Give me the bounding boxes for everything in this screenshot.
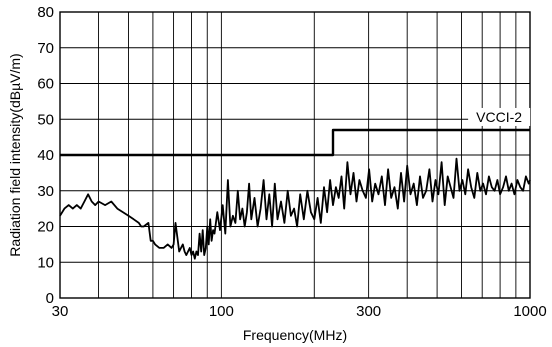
x-tick-label: 1000 xyxy=(513,303,546,320)
y-axis-label: Radiation field intensity(dBµV/m) xyxy=(7,53,23,256)
y-tick-label: 0 xyxy=(46,290,54,307)
series-line-vcci-2 xyxy=(60,128,530,157)
x-tick-label: 300 xyxy=(356,303,381,320)
y-tick-label: 40 xyxy=(37,147,54,164)
y-tick-label: 60 xyxy=(37,76,54,93)
y-tick-label: 30 xyxy=(37,183,54,200)
y-tick-label: 10 xyxy=(37,254,54,271)
x-tick-label: 30 xyxy=(52,303,69,320)
x-axis-label: Frequency(MHz) xyxy=(243,327,347,343)
tick-layer: 0 10 20 30 40 50 60 70 80 30 100 300 1000 VCCI-2 xyxy=(37,4,546,320)
y-tick-label: 80 xyxy=(37,4,54,21)
y-tick-label: 20 xyxy=(37,219,54,236)
label-layer: Frequency(MHz) Radiation field intensity… xyxy=(7,53,347,343)
series-line-measured xyxy=(59,157,531,260)
limit-label-background xyxy=(468,107,531,126)
y-tick-label: 50 xyxy=(37,111,54,128)
plot-frame xyxy=(59,11,531,299)
y-tick-label: 70 xyxy=(37,40,54,57)
limit-label-vcci-2: VCCI-2 xyxy=(476,109,522,125)
x-tick-label: 100 xyxy=(209,303,234,320)
series-layer xyxy=(59,128,531,260)
